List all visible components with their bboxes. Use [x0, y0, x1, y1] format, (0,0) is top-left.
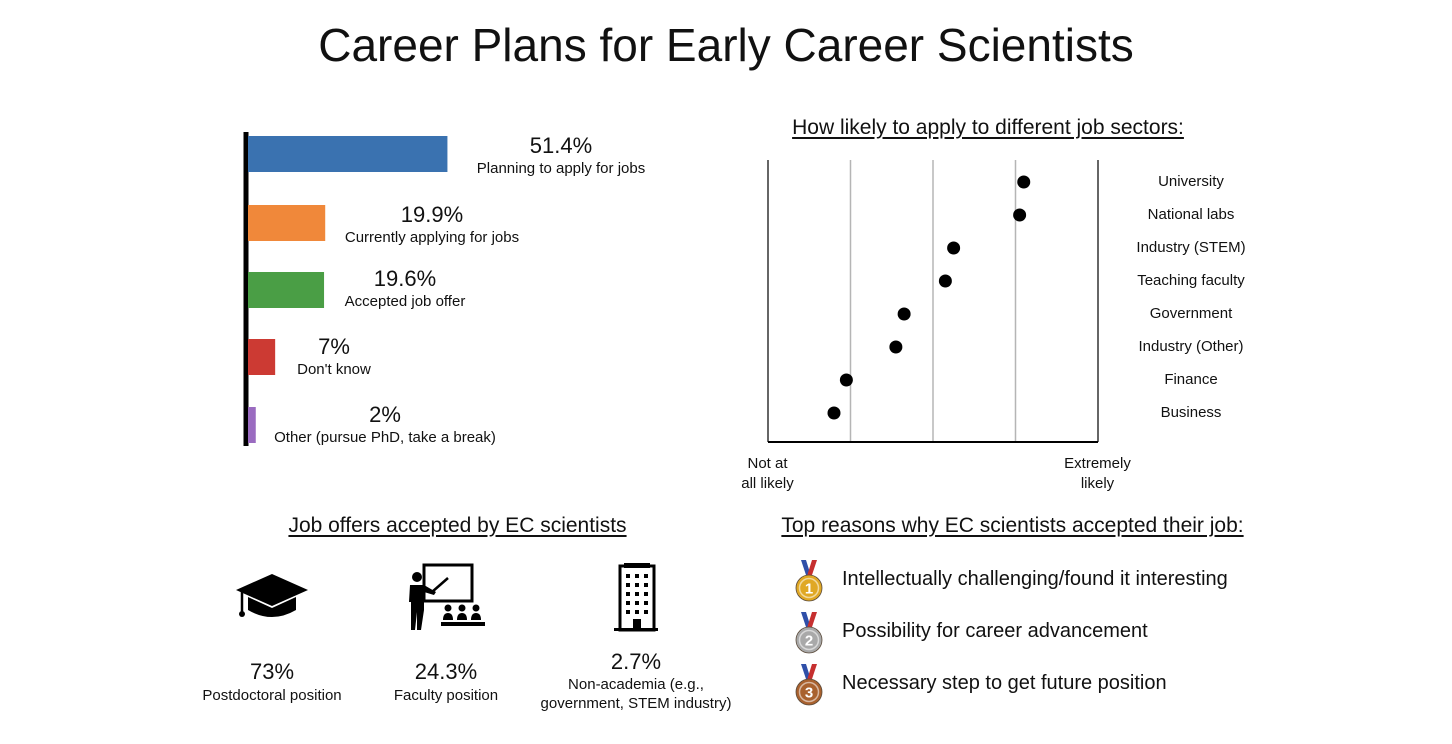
bar-2	[248, 205, 326, 241]
bronze-medal-icon: 3	[795, 664, 823, 706]
bar-category-label: Planning to apply for jobs	[476, 160, 646, 177]
bar-4	[248, 339, 276, 375]
bar-category-label: Other (pursue PhD, take a break)	[274, 429, 496, 446]
bar-1	[248, 136, 448, 172]
sector-label: Industry (Other)	[1138, 338, 1244, 355]
sector-label: National labs	[1147, 206, 1235, 223]
sector-label: Government	[1149, 305, 1233, 322]
job-offer-value: 73%	[249, 659, 295, 684]
office-building-icon	[614, 563, 658, 632]
sector-dot	[1017, 175, 1031, 189]
sector-dot	[938, 274, 952, 288]
reasons-title: Top reasons why EC scientists accepted t…	[781, 514, 1244, 537]
teacher-presentation-icon	[409, 563, 485, 630]
job-offer-label: Faculty position	[393, 687, 499, 704]
job-offer-value: 2.7%	[610, 649, 662, 674]
sector-label: Teaching faculty	[1137, 272, 1245, 289]
sectors-chart-title: How likely to apply to different job sec…	[792, 116, 1184, 139]
career-plans-bar-chart	[243, 132, 448, 446]
bar-category-label: Accepted job offer	[344, 293, 466, 310]
reason-text: Possibility for career advancement	[842, 620, 1148, 642]
job-offer-label: Non-academia (e.g., government, STEM ind…	[540, 676, 732, 712]
axis-min-label: Not at all likely	[741, 455, 794, 492]
medal-rank: 3	[805, 685, 813, 702]
bar-value-label: 19.9%	[400, 202, 464, 227]
graduation-cap-icon	[236, 574, 308, 617]
bar-5	[248, 407, 256, 443]
sector-dot	[827, 406, 841, 420]
bar-category-label: Don't know	[297, 361, 371, 378]
gold-medal-icon: 1	[795, 560, 823, 602]
sector-dot	[1013, 208, 1027, 222]
bar-value-label: 51.4%	[529, 133, 593, 158]
sector-dot	[839, 373, 853, 387]
page-title: Career Plans for Early Career Scientists	[318, 19, 1134, 71]
reason-text: Intellectually challenging/found it inte…	[842, 568, 1228, 590]
job-sectors-dot-chart	[767, 160, 1099, 443]
sector-dot	[889, 340, 903, 354]
sector-dot	[897, 307, 911, 321]
bar-value-label: 2%	[369, 402, 401, 427]
bar-value-label: 19.6%	[373, 266, 437, 291]
sector-dot	[947, 241, 961, 255]
sector-label: Finance	[1164, 371, 1218, 388]
bar-3	[248, 272, 325, 308]
sector-label: Industry (STEM)	[1136, 239, 1246, 256]
job-offer-value: 24.3%	[414, 659, 478, 684]
job-offers-title: Job offers accepted by EC scientists	[288, 514, 627, 537]
medal-rank: 1	[805, 581, 813, 598]
axis-max-label: Extremely likely	[1064, 455, 1131, 492]
job-offer-label: Postdoctoral position	[202, 687, 342, 704]
bar-value-label: 7%	[318, 334, 350, 359]
bar-category-label: Currently applying for jobs	[344, 229, 520, 246]
sector-label: University	[1158, 173, 1224, 190]
reason-text: Necessary step to get future position	[842, 672, 1167, 694]
medal-rank: 2	[805, 633, 813, 650]
sector-label: Business	[1160, 404, 1222, 421]
silver-medal-icon: 2	[795, 612, 823, 654]
